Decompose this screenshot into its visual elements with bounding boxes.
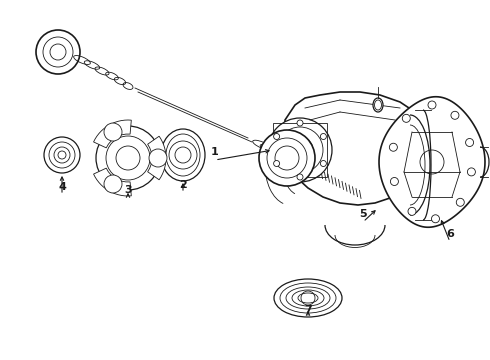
Ellipse shape — [374, 100, 382, 110]
Circle shape — [36, 30, 80, 74]
Circle shape — [391, 177, 398, 185]
Text: 6: 6 — [446, 229, 454, 239]
Text: 5: 5 — [359, 209, 367, 219]
Circle shape — [320, 161, 326, 166]
Circle shape — [297, 174, 303, 180]
Text: 2: 2 — [179, 180, 187, 190]
Circle shape — [104, 123, 122, 141]
Text: 1: 1 — [211, 147, 219, 157]
Circle shape — [466, 139, 474, 147]
Circle shape — [320, 134, 326, 140]
Ellipse shape — [274, 279, 342, 317]
Text: 7: 7 — [304, 305, 312, 315]
Ellipse shape — [161, 129, 205, 181]
Circle shape — [408, 207, 416, 215]
Circle shape — [259, 130, 315, 186]
Text: 3: 3 — [124, 185, 132, 195]
Ellipse shape — [373, 98, 383, 112]
Polygon shape — [94, 168, 131, 196]
Polygon shape — [284, 92, 425, 205]
Circle shape — [456, 198, 465, 206]
Circle shape — [297, 120, 303, 126]
Text: 4: 4 — [58, 182, 66, 192]
Circle shape — [44, 137, 80, 173]
Circle shape — [58, 151, 66, 159]
Circle shape — [451, 111, 459, 119]
Circle shape — [390, 143, 397, 151]
Circle shape — [428, 101, 436, 109]
Circle shape — [467, 168, 475, 176]
Polygon shape — [147, 136, 166, 180]
Circle shape — [432, 215, 440, 223]
Circle shape — [169, 141, 197, 169]
Circle shape — [268, 118, 332, 182]
Circle shape — [402, 114, 410, 122]
Circle shape — [149, 149, 167, 167]
Circle shape — [96, 126, 160, 190]
Polygon shape — [94, 120, 131, 148]
Polygon shape — [379, 97, 485, 227]
Circle shape — [273, 161, 280, 166]
Circle shape — [273, 134, 280, 140]
Circle shape — [104, 175, 122, 193]
